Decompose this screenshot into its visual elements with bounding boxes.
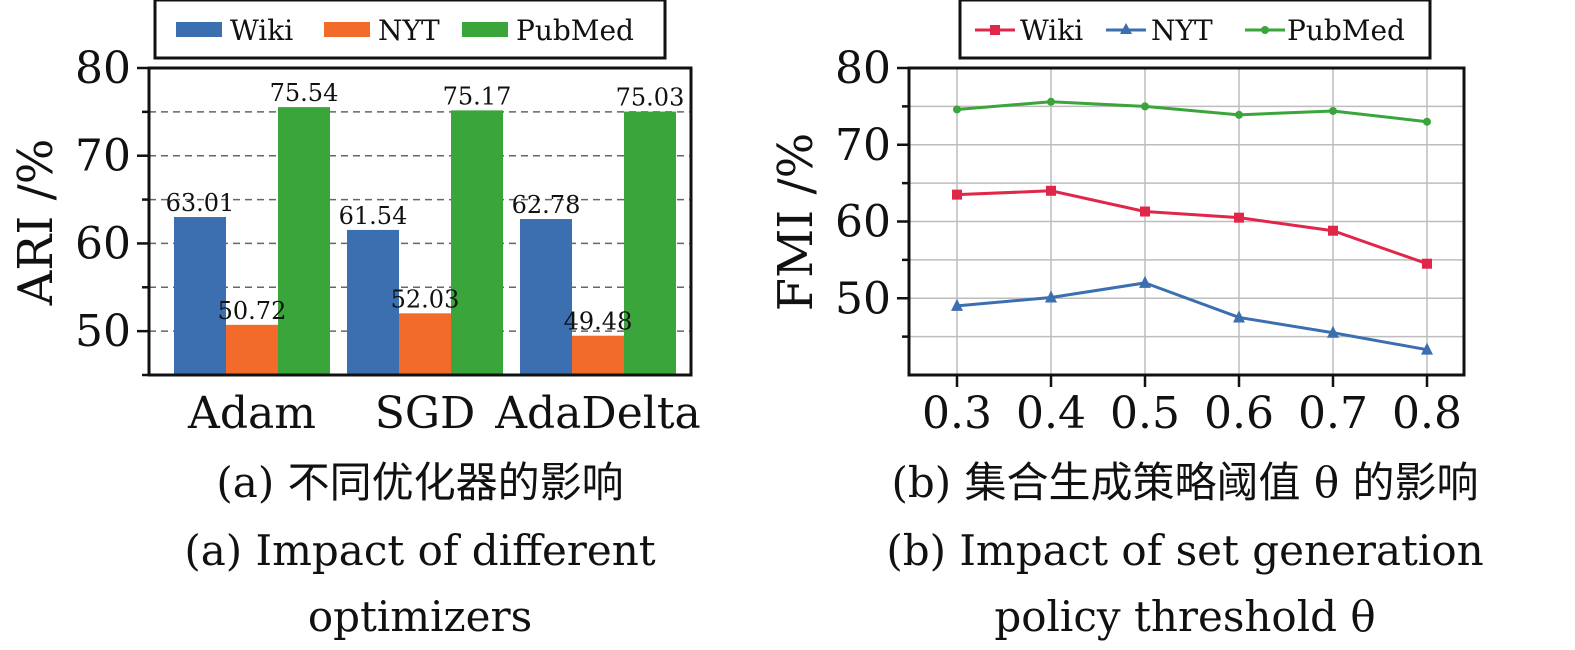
data-point bbox=[1139, 275, 1151, 288]
bar-value-label: 49.48 bbox=[564, 308, 633, 336]
bar bbox=[451, 110, 503, 375]
bar-value-label: 52.03 bbox=[391, 285, 460, 313]
series-line-nyt bbox=[956, 281, 1428, 352]
x-tick-label: AdaDelta bbox=[494, 388, 700, 439]
legend-a-label-wiki: Wiki bbox=[230, 14, 293, 47]
legend-a-label-pubmed: PubMed bbox=[516, 14, 634, 47]
x-ticks-b: 0.3 0.4 0.5 0.6 0.7 0.8 bbox=[922, 375, 1462, 439]
caption-a-cn: (a) 不同优化器的影响 bbox=[216, 458, 623, 507]
legend-b-marker-wiki bbox=[990, 25, 1000, 35]
chart-a: Wiki NYT PubMed 63.01 50.72 75.54 61.54 52.0… bbox=[8, 0, 701, 641]
data-point bbox=[1235, 110, 1243, 119]
data-point bbox=[1423, 117, 1431, 126]
caption-b-en-1: (b) Impact of set generation bbox=[886, 526, 1483, 575]
data-point bbox=[1329, 106, 1337, 115]
y-ticks-b: 50 60 70 80 bbox=[835, 43, 909, 338]
data-point bbox=[1422, 258, 1432, 269]
bar-value-label: 75.03 bbox=[616, 84, 685, 112]
y-tick-label: 60 bbox=[835, 197, 891, 248]
bar bbox=[278, 107, 330, 375]
y-tick-label: 70 bbox=[835, 120, 891, 171]
series-line-pubmed bbox=[956, 100, 1428, 124]
data-point bbox=[953, 105, 961, 114]
y-tick-label: 50 bbox=[75, 306, 131, 357]
data-point bbox=[952, 189, 962, 200]
data-point bbox=[1140, 206, 1150, 217]
caption-a-en-2: optimizers bbox=[308, 592, 532, 641]
y-axis-label-a: ARI /% bbox=[8, 139, 64, 307]
y-tick-label: 80 bbox=[835, 43, 891, 94]
caption-b-en-2: policy threshold θ bbox=[994, 592, 1375, 641]
bar-value-label: 63.01 bbox=[166, 189, 235, 217]
bar bbox=[226, 324, 278, 375]
bar bbox=[520, 219, 572, 375]
legend-a-swatch-pubmed bbox=[462, 22, 508, 37]
legend-a-swatch-wiki bbox=[176, 22, 222, 37]
x-ticks-a: Adam SGD AdaDelta bbox=[187, 388, 701, 439]
legend-b-label-pubmed: PubMed bbox=[1287, 14, 1405, 47]
data-point bbox=[1141, 102, 1149, 111]
legend-b-label-nyt: NYT bbox=[1151, 14, 1213, 47]
y-tick-label: 50 bbox=[835, 273, 891, 324]
data-point bbox=[1045, 290, 1057, 303]
data-labels-a: 63.01 50.72 75.54 61.54 52.03 75.17 62.78 49.48… bbox=[166, 79, 685, 336]
legend-a-swatch-nyt bbox=[324, 22, 370, 37]
y-ticks-a: 50 60 70 80 bbox=[75, 43, 149, 377]
bar bbox=[399, 313, 451, 375]
x-tick-label: 0.4 bbox=[1016, 388, 1086, 439]
x-tick-label: 0.7 bbox=[1298, 388, 1368, 439]
grid-b bbox=[909, 68, 1464, 375]
legend-b-frame bbox=[958, 0, 1432, 60]
x-tick-label: Adam bbox=[187, 388, 316, 439]
data-point bbox=[1234, 212, 1244, 223]
bar bbox=[624, 111, 676, 376]
lines-b bbox=[951, 97, 1433, 355]
x-tick-label: SGD bbox=[375, 388, 476, 439]
legend-b-marker-nyt bbox=[1120, 23, 1132, 34]
x-tick-label: 0.8 bbox=[1392, 388, 1462, 439]
bar-value-label: 75.54 bbox=[270, 79, 339, 107]
series-line-wiki bbox=[956, 189, 1428, 266]
y-axis-label-b: FMI /% bbox=[768, 133, 824, 311]
legend-b-marker-pubmed bbox=[1261, 26, 1269, 34]
bar-value-label: 75.17 bbox=[443, 82, 512, 110]
data-point bbox=[1421, 342, 1433, 355]
y-tick-label: 60 bbox=[75, 218, 131, 269]
legend-a: Wiki NYT PubMed bbox=[153, 0, 667, 60]
y-tick-label: 70 bbox=[75, 131, 131, 182]
caption-a-en-1: (a) Impact of different bbox=[184, 526, 655, 575]
legend-a-label-nyt: NYT bbox=[378, 14, 440, 47]
bars-a bbox=[174, 107, 676, 376]
bar bbox=[572, 335, 624, 375]
legend-b: Wiki NYT PubMed bbox=[958, 0, 1432, 60]
x-tick-label: 0.5 bbox=[1110, 388, 1180, 439]
data-point bbox=[1233, 310, 1245, 323]
data-point bbox=[1327, 325, 1339, 338]
data-point bbox=[1047, 97, 1055, 106]
caption-b-cn: (b) 集合生成策略阈值 θ 的影响 bbox=[892, 458, 1479, 507]
data-point bbox=[1046, 185, 1056, 196]
data-point bbox=[951, 298, 963, 311]
bar bbox=[347, 229, 399, 375]
bar-value-label: 62.78 bbox=[512, 191, 581, 219]
plot-frame-a bbox=[147, 66, 693, 377]
chart-b: Wiki NYT PubMed 50 60 70 80 0.3 0.4 0.5 0.6 0.7… bbox=[768, 0, 1484, 641]
bar bbox=[174, 217, 226, 375]
x-tick-label: 0.3 bbox=[922, 388, 992, 439]
y-tick-label: 80 bbox=[75, 43, 131, 94]
x-tick-label: 0.6 bbox=[1204, 388, 1274, 439]
legend-b-label-wiki: Wiki bbox=[1020, 14, 1083, 47]
bar-value-label: 61.54 bbox=[339, 202, 408, 230]
legend-a-frame bbox=[153, 0, 667, 60]
data-point bbox=[1328, 225, 1338, 236]
bar-value-label: 50.72 bbox=[218, 297, 287, 325]
